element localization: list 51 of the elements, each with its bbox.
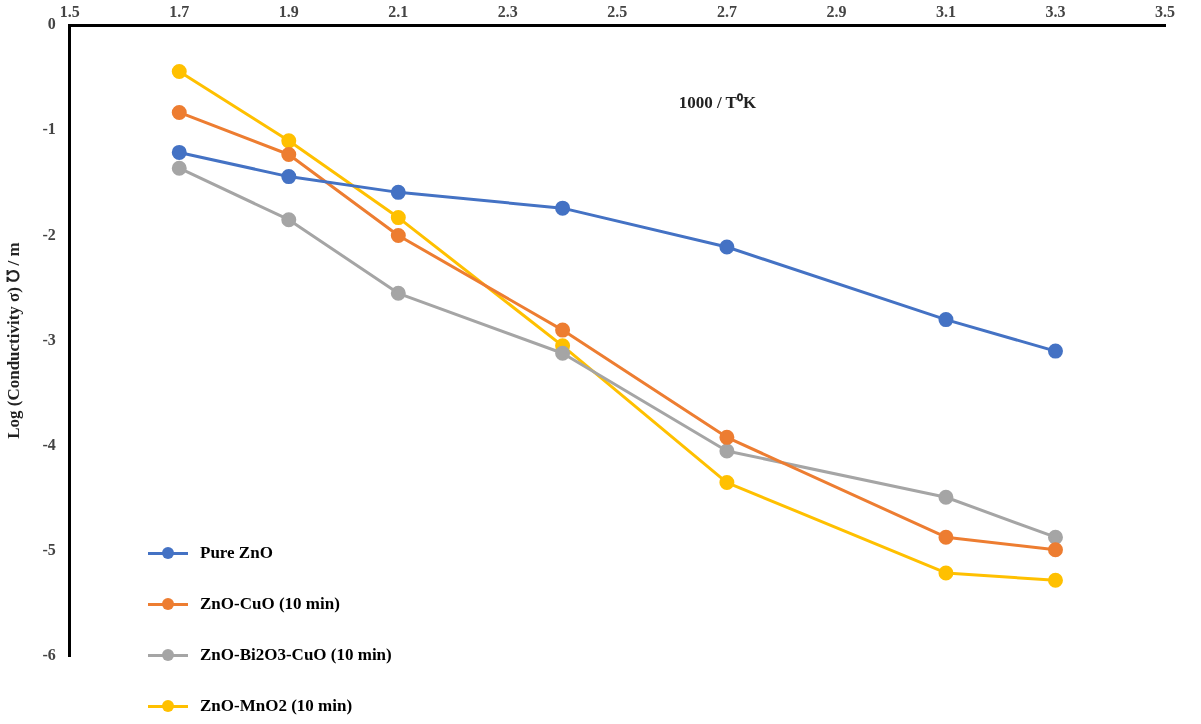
y-tick-label: -3 [42,330,56,348]
y-tick-label: 0 [47,15,56,33]
x-tick-label: 2.9 [826,2,847,20]
point [719,239,735,255]
point [555,200,571,216]
y-tick-label: -4 [42,435,56,453]
point [1047,343,1063,359]
point [555,345,571,361]
y-tick-label: -6 [42,646,56,664]
x-axis-title: 1000 / T⁰K [678,92,757,112]
point [281,133,297,149]
x-tick-label: 3.5 [1155,2,1175,20]
x-tick-label: 2.1 [388,2,409,20]
point [281,212,297,228]
point [390,210,406,226]
point [281,147,297,163]
point [938,529,954,545]
point [1047,542,1063,558]
x-tick-label: 3.3 [1045,2,1066,20]
x-tick-label: 2.5 [607,2,628,20]
x-tick-label: 2.3 [497,2,518,20]
point [719,475,735,491]
x-tick-label: 1.9 [278,2,299,20]
x-tick-label: 2.7 [716,2,737,20]
y-tick-label: -5 [42,541,56,559]
legend-label: ZnO-CuO (10 min) [200,593,340,614]
legend-label: Pure ZnO [200,542,273,563]
point [719,429,735,445]
point [390,285,406,301]
legend-label: ZnO-MnO2 (10 min) [200,695,353,716]
y-tick-label: -1 [42,120,56,138]
point [171,144,187,160]
point [555,322,571,338]
legend-label: ZnO-Bi2O3-CuO (10 min) [200,644,392,665]
point [938,312,954,328]
point [719,443,735,459]
point [281,169,297,185]
point [938,489,954,505]
x-tick-label: 1.5 [59,2,80,20]
point [938,565,954,581]
y-tick-label: -2 [42,225,56,243]
point [1047,529,1063,545]
y-axis-title: Log (Conductivity σ) ℧ / m [3,242,23,439]
point [171,63,187,79]
point [390,184,406,200]
point [1047,572,1063,588]
point [171,160,187,176]
x-tick-label: 1.7 [169,2,190,20]
point [171,104,187,120]
x-tick-label: 3.1 [935,2,956,20]
point [390,227,406,243]
